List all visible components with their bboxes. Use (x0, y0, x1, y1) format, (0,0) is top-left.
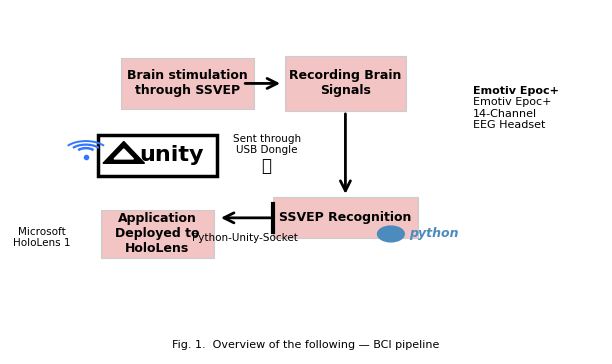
Text: Recording Brain
Signals: Recording Brain Signals (289, 70, 401, 98)
Text: Python-Unity-Socket: Python-Unity-Socket (192, 233, 298, 242)
Text: Emotiv Epoc+: Emotiv Epoc+ (473, 86, 559, 96)
Text: Emotiv Epoc+
14-Channel
EEG Headset: Emotiv Epoc+ 14-Channel EEG Headset (473, 97, 551, 131)
Text: Sent through
USB Dongle: Sent through USB Dongle (233, 134, 300, 155)
Text: Fig. 1.  Overview of the following — BCI pipeline: Fig. 1. Overview of the following — BCI … (173, 340, 439, 351)
Circle shape (378, 226, 405, 242)
Text: unity: unity (140, 145, 204, 165)
Text: Microsoft
HoloLens 1: Microsoft HoloLens 1 (13, 227, 71, 248)
Text: SSVEP Recognition: SSVEP Recognition (279, 211, 412, 224)
Text: Brain stimulation
through SSVEP: Brain stimulation through SSVEP (127, 70, 248, 98)
Bar (99, 135, 217, 176)
Text: Application
Deployed to
HoloLens: Application Deployed to HoloLens (115, 213, 200, 256)
Polygon shape (103, 142, 144, 163)
FancyBboxPatch shape (285, 56, 406, 111)
Text: python: python (409, 228, 458, 241)
FancyBboxPatch shape (121, 58, 255, 108)
FancyBboxPatch shape (272, 197, 418, 238)
Text: Emotiv Epoc+: Emotiv Epoc+ (473, 86, 559, 96)
Text: 📡: 📡 (261, 157, 272, 175)
FancyBboxPatch shape (102, 210, 214, 258)
Polygon shape (114, 149, 133, 159)
